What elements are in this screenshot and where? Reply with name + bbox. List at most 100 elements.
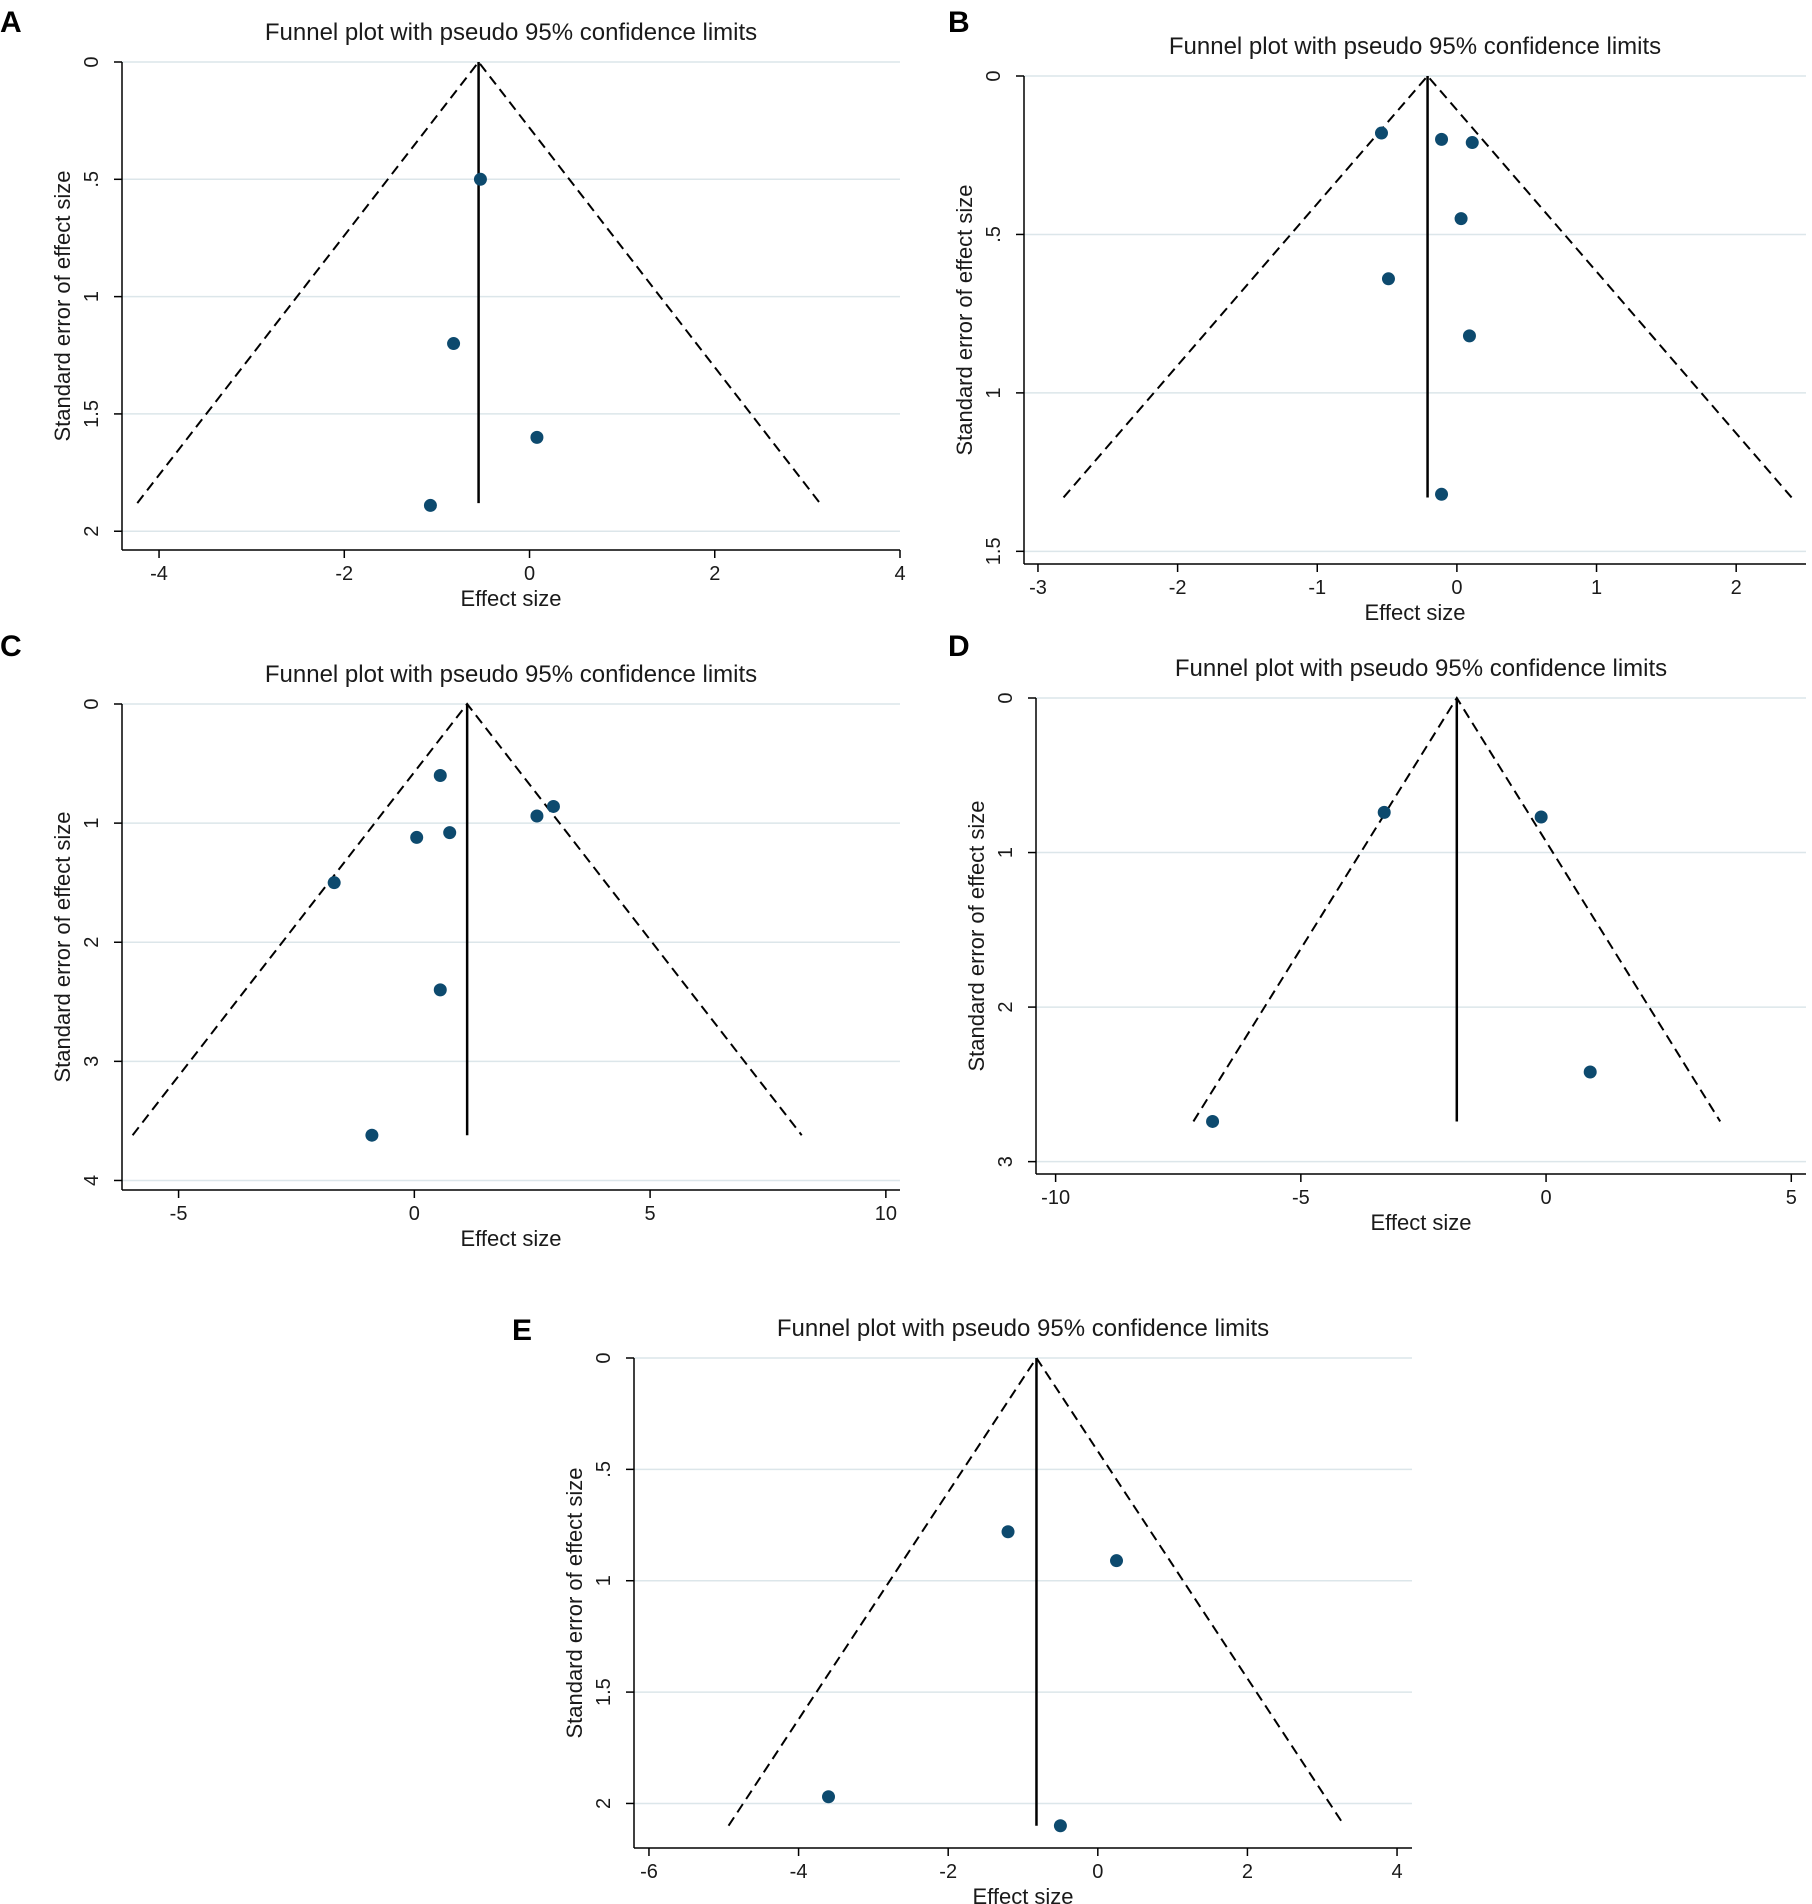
study-point (1374, 126, 1388, 140)
y-axis-label: Standard error of effect size (562, 1467, 587, 1738)
study-point (1435, 132, 1449, 146)
y-axis-label: Standard error of effect size (964, 800, 989, 1071)
x-tick-label: -5 (170, 1203, 188, 1225)
x-tick-label: -4 (150, 563, 168, 585)
study-point (1053, 1819, 1067, 1833)
study-point (473, 172, 487, 186)
chart-title: Funnel plot with pseudo 95% confidence l… (1175, 655, 1667, 682)
y-tick-label: 1 (81, 818, 103, 829)
panel-letter: C (0, 630, 22, 663)
x-tick-label: 4 (894, 563, 905, 585)
x-tick-label: 0 (524, 563, 535, 585)
study-point (546, 799, 560, 813)
study-point (1377, 805, 1391, 819)
y-tick-label: 2 (81, 526, 103, 537)
panel-letter: D (948, 630, 970, 663)
y-tick-label: 1.5 (983, 537, 1005, 565)
x-tick-label: 10 (875, 1203, 897, 1225)
x-tick-label: 0 (1541, 1187, 1552, 1209)
y-tick-label: 2 (81, 937, 103, 948)
chart-title: Funnel plot with pseudo 95% confidence l… (777, 1315, 1269, 1342)
x-tick-label: 0 (1092, 1861, 1103, 1883)
x-tick-label: -5 (1292, 1187, 1310, 1209)
chart-title: Funnel plot with pseudo 95% confidence l… (265, 661, 757, 688)
x-tick-label: 1 (1591, 577, 1602, 599)
x-tick-label: 0 (409, 1203, 420, 1225)
y-tick-label: 2 (593, 1798, 615, 1809)
x-tick-label: -1 (1308, 577, 1326, 599)
study-point (410, 830, 424, 844)
study-point (423, 498, 437, 512)
x-tick-label: -10 (1041, 1187, 1070, 1209)
y-tick-label: 0 (983, 70, 1005, 81)
x-tick-label: 2 (1731, 577, 1742, 599)
x-tick-label: 4 (1391, 1861, 1402, 1883)
study-point (443, 826, 457, 840)
panel-letter: E (512, 1314, 532, 1347)
confidence-limits (727, 1356, 1346, 1827)
y-tick-label: .5 (81, 171, 103, 188)
y-tick-label: 1 (593, 1575, 615, 1586)
x-tick-label: 5 (1786, 1187, 1797, 1209)
study-point (1381, 272, 1395, 286)
y-tick-label: 0 (593, 1352, 615, 1363)
y-axis-label: Standard error of effect size (952, 184, 977, 455)
study-point (530, 430, 544, 444)
y-axis-label: Standard error of effect size (50, 811, 75, 1082)
x-tick-label: -4 (790, 1861, 808, 1883)
y-tick-label: 1.5 (593, 1678, 615, 1706)
funnel-plot-panel-a: A Funnel plot with pseudo 95% confidence … (0, 6, 906, 611)
x-axis-label: Effect size (460, 586, 561, 611)
chart-title: Funnel plot with pseudo 95% confidence l… (1169, 33, 1661, 60)
y-tick-label: 1 (81, 291, 103, 302)
study-point (1110, 1554, 1124, 1568)
x-axis-label: Effect size (460, 1226, 561, 1251)
x-tick-label: 5 (645, 1203, 656, 1225)
y-tick-label: 1.5 (81, 400, 103, 428)
y-tick-label: 1 (983, 387, 1005, 398)
x-tick-label: -6 (640, 1861, 658, 1883)
y-tick-label: 0 (995, 692, 1017, 703)
funnel-plot-panel-c: C Funnel plot with pseudo 95% confidence … (0, 630, 900, 1251)
y-tick-label: 3 (81, 1056, 103, 1067)
x-tick-label: -2 (1169, 577, 1187, 599)
x-tick-label: 0 (1451, 577, 1462, 599)
x-tick-label: -3 (1029, 577, 1047, 599)
y-tick-label: 0 (81, 56, 103, 67)
y-tick-label: 3 (995, 1156, 1017, 1167)
study-point (1462, 329, 1476, 343)
confidence-limits (1062, 74, 1793, 499)
funnel-plot-panel-b: B Funnel plot with pseudo 95% confidence … (948, 6, 1806, 625)
y-tick-label: 2 (995, 1002, 1017, 1013)
x-tick-label: 2 (709, 563, 720, 585)
funnel-plot-panel-d: D Funnel plot with pseudo 95% confidence … (948, 630, 1806, 1235)
study-point (1206, 1114, 1220, 1128)
study-point (1435, 487, 1449, 501)
funnel-plot-panel-e: E Funnel plot with pseudo 95% confidence … (512, 1314, 1412, 1904)
x-tick-label: -2 (335, 563, 353, 585)
study-point (822, 1790, 835, 1804)
study-point (447, 337, 461, 351)
chart-title: Funnel plot with pseudo 95% confidence l… (265, 19, 757, 46)
study-point (1001, 1525, 1015, 1539)
x-axis-label: Effect size (1370, 1210, 1471, 1235)
study-point (1534, 810, 1548, 824)
x-axis-label: Effect size (1364, 600, 1465, 625)
y-tick-label: 0 (81, 698, 103, 709)
y-tick-label: 1 (995, 847, 1017, 858)
panel-letter: B (948, 6, 970, 39)
x-tick-label: -2 (939, 1861, 957, 1883)
study-point (433, 983, 447, 997)
study-point (1454, 212, 1468, 226)
y-tick-label: .5 (593, 1461, 615, 1478)
study-point (327, 876, 341, 890)
study-point (433, 768, 447, 782)
study-point (530, 809, 544, 823)
y-tick-label: .5 (983, 226, 1005, 243)
x-axis-label: Effect size (972, 1884, 1073, 1904)
y-tick-label: 4 (81, 1175, 103, 1186)
study-point (1583, 1065, 1597, 1079)
study-point (365, 1128, 379, 1142)
panel-letter: A (0, 6, 22, 39)
